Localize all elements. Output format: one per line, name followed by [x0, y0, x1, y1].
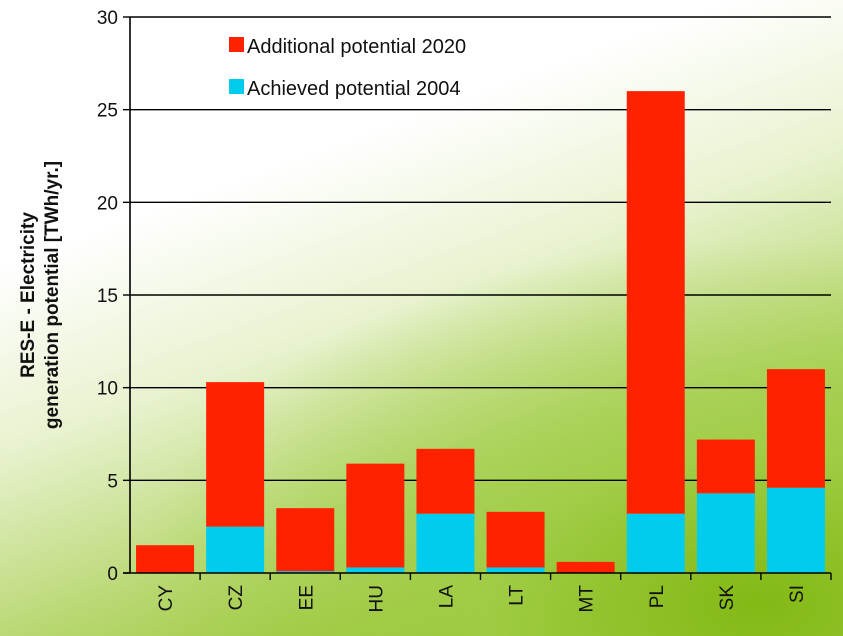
bar-lt-achieved — [486, 567, 545, 573]
axes — [123, 16, 832, 580]
y-tick-label: 25 — [97, 101, 118, 122]
x-tick-labels: CY CZ EE HU LA LT MT PL SK SI — [156, 585, 808, 613]
bar-ee-achieved — [276, 571, 335, 573]
x-tick-label-cz: CZ — [226, 585, 247, 611]
bar-la-additional — [416, 448, 475, 514]
bar-pl-additional — [626, 91, 685, 514]
y-axis-label: RES-E - Electricity generation potential … — [18, 161, 63, 429]
y-axis-label-line: RES-E - Electricity — [18, 212, 39, 378]
x-tick-label-ee: EE — [296, 585, 317, 610]
bar-sk-additional — [696, 439, 755, 494]
bar-sk-achieved — [696, 493, 755, 573]
x-tick-label-sk: SK — [717, 585, 738, 611]
bar-pl-achieved — [626, 513, 685, 573]
bar-hu-achieved — [346, 567, 405, 573]
x-tick-label-lt: LT — [507, 585, 528, 606]
y-tick-label: 10 — [97, 379, 118, 400]
x-tick-label-pl: PL — [647, 585, 668, 608]
bar-la-achieved — [416, 513, 475, 573]
y-tick-labels: 0 5 10 15 20 25 30 — [97, 8, 118, 585]
x-tick-label-cy: CY — [156, 585, 177, 612]
legend-swatch — [229, 37, 244, 52]
bars — [136, 91, 825, 573]
x-tick-label-si: SI — [787, 585, 808, 603]
legend: Additional potential 2020 Achieved potent… — [229, 36, 466, 100]
y-tick-label: 20 — [97, 193, 118, 214]
x-tick-label-mt: MT — [577, 585, 598, 613]
y-tick-label: 15 — [97, 286, 118, 307]
bar-cz-achieved — [206, 526, 265, 573]
bar-mt-additional — [556, 561, 615, 573]
legend-label: Additional potential 2020 — [247, 36, 466, 58]
legend-label: Achieved potential 2004 — [247, 78, 461, 100]
y-axis-label-line: generation potential [TWh/yr.] — [42, 161, 63, 429]
x-tick-label-la: LA — [436, 585, 457, 609]
bar-si-additional — [766, 369, 825, 488]
y-tick-label: 5 — [107, 471, 118, 492]
bar-lt-additional — [486, 511, 545, 568]
legend-swatch — [229, 79, 244, 94]
y-tick-label: 30 — [97, 8, 118, 29]
bar-ee-additional — [276, 508, 335, 572]
x-tick-label-hu: HU — [366, 585, 387, 612]
bar-si-achieved — [766, 487, 825, 573]
bar-hu-additional — [346, 463, 405, 568]
bar-cy-additional — [136, 545, 195, 573]
y-tick-label: 0 — [107, 564, 118, 585]
bar-cz-additional — [206, 382, 265, 527]
